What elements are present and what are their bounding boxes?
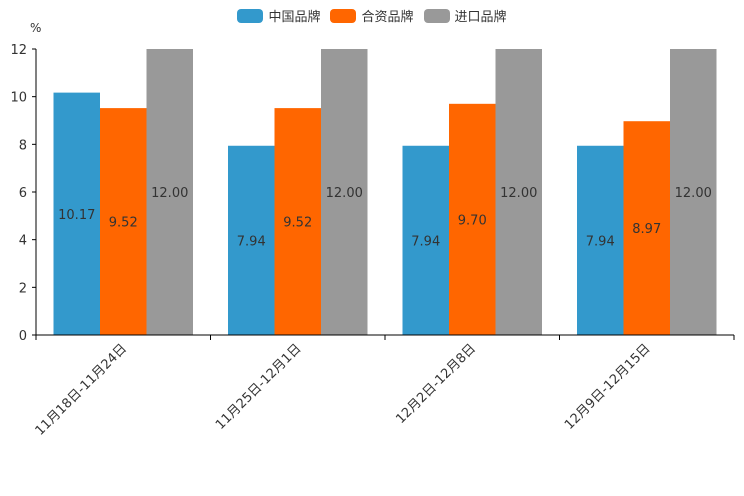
- bar-value-label: 10.17: [58, 208, 95, 223]
- bar: [274, 108, 321, 336]
- x-tick-label: 11月18日-11月24日: [33, 341, 130, 438]
- bar: [495, 49, 542, 335]
- x-tick-label: 12月9日-12月15日: [562, 341, 654, 433]
- bar: [577, 145, 624, 335]
- y-tick-label: 4: [19, 234, 27, 249]
- x-tick-label: 11月25日-12月1日: [213, 341, 305, 433]
- y-tick-label: 8: [19, 138, 27, 153]
- bar: [623, 121, 670, 335]
- legend-label-china: 中国品牌: [268, 10, 321, 25]
- y-tick-label: 2: [19, 281, 27, 296]
- bar-value-label: 12.00: [500, 186, 537, 201]
- legend-label-jv: 合资品牌: [361, 10, 414, 25]
- bar-value-label: 9.70: [458, 213, 487, 228]
- y-tick-label: 10: [10, 91, 27, 106]
- bar: [146, 49, 193, 335]
- bar-value-label: 8.97: [632, 222, 661, 237]
- legend-item-jv[interactable]: 合资品牌: [330, 6, 414, 25]
- bar-value-label: 12.00: [151, 186, 188, 201]
- bar: [449, 103, 496, 335]
- legend-item-china[interactable]: 中国品牌: [237, 6, 320, 25]
- bar-value-label: 7.94: [237, 234, 266, 249]
- legend-swatch-import: [423, 8, 450, 23]
- y-tick-label: 0: [19, 329, 27, 344]
- bar: [100, 108, 147, 336]
- bar-value-label: 12.00: [675, 186, 712, 201]
- bar: [53, 92, 100, 336]
- bar: [402, 145, 449, 335]
- legend: 中国品牌 合资品牌 进口品牌: [0, 6, 744, 25]
- bar-value-label: 7.94: [411, 234, 440, 249]
- legend-item-import[interactable]: 进口品牌: [423, 6, 507, 25]
- bar-value-label: 12.00: [326, 186, 363, 201]
- y-axis-unit: %: [30, 21, 42, 35]
- legend-swatch-jv: [330, 8, 357, 23]
- legend-swatch-china: [237, 8, 264, 23]
- y-tick-label: 6: [19, 186, 27, 201]
- y-tick-label: 12: [10, 43, 27, 58]
- bar: [321, 49, 368, 335]
- bar: [670, 49, 717, 335]
- bar-value-label: 9.52: [283, 216, 312, 231]
- x-tick-label: 12月2日-12月8日: [393, 341, 479, 427]
- legend-label-import: 进口品牌: [454, 10, 507, 25]
- bar-value-label: 7.94: [586, 234, 615, 249]
- bar: [228, 145, 275, 335]
- bar-value-label: 9.52: [109, 216, 138, 231]
